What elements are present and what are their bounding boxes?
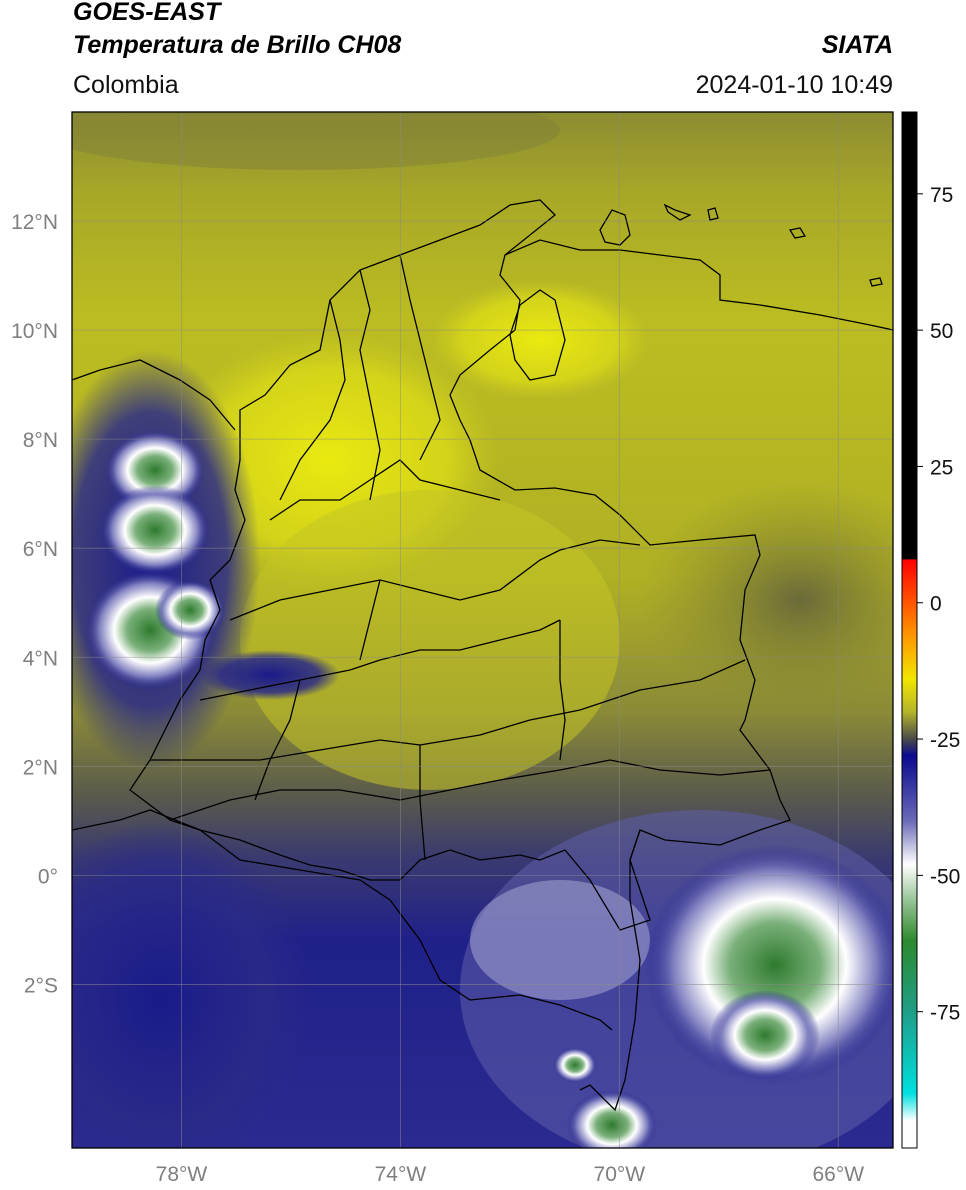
latitude-labels: 12°N 10°N 8°N 6°N 4°N 2°N 0° 2°S bbox=[11, 211, 58, 997]
colorbar-tick-label: 0 bbox=[930, 593, 942, 616]
dept-border-4 bbox=[150, 659, 746, 761]
ecuador-peru-border bbox=[72, 809, 613, 1031]
guajira-peninsula bbox=[599, 209, 631, 246]
island-4 bbox=[869, 277, 883, 287]
lon-tick-label: 70°W bbox=[594, 1163, 646, 1186]
lon-tick-label: 78°W bbox=[156, 1163, 208, 1186]
island-2 bbox=[707, 207, 719, 221]
colorbar-frame bbox=[901, 111, 918, 1149]
venezuela-coast bbox=[504, 239, 893, 331]
colorbar-tick-label: -25 bbox=[930, 729, 960, 752]
dept-border-10 bbox=[419, 745, 426, 861]
lon-tick-label: 66°W bbox=[812, 1163, 864, 1186]
border-lines bbox=[72, 199, 893, 1112]
dept-border-1 bbox=[269, 459, 501, 521]
brazil-border bbox=[579, 829, 641, 1112]
brightness-temperature-field bbox=[72, 112, 893, 1148]
colorbar-ticks: 75 50 25 0 -25 -50 -75 bbox=[917, 184, 960, 1025]
lat-tick-label: 12°N bbox=[11, 211, 58, 234]
lon-tick-label: 74°W bbox=[375, 1163, 427, 1186]
dept-border-9 bbox=[559, 620, 566, 761]
lat-tick-label: 10°N bbox=[11, 320, 58, 343]
lake-maracaibo bbox=[509, 289, 566, 381]
satellite-title: GOES-EAST bbox=[73, 0, 221, 26]
island-1 bbox=[663, 203, 692, 221]
lat-tick-label: 8°N bbox=[23, 429, 58, 452]
longitude-labels: 78°W 74°W 70°W 66°W bbox=[156, 1163, 865, 1186]
lat-tick-label: 4°N bbox=[23, 647, 58, 670]
dept-border-11 bbox=[254, 679, 301, 801]
datetime-label: 2024-01-10 10:49 bbox=[695, 71, 893, 99]
colorbar-tick-label: -50 bbox=[930, 865, 960, 888]
region-label: Colombia bbox=[73, 71, 179, 99]
organization-label: SIATA bbox=[821, 31, 893, 59]
colorbar-tick-label: 25 bbox=[930, 456, 953, 479]
dept-border-8 bbox=[359, 269, 381, 501]
colorbar-tick-label: -75 bbox=[930, 1002, 960, 1025]
product-title: Temperatura de Brillo CH08 bbox=[73, 31, 402, 59]
dept-border-5 bbox=[169, 759, 771, 821]
panama-border bbox=[72, 359, 236, 431]
lat-tick-label: 2°S bbox=[24, 974, 58, 997]
dept-border-12 bbox=[359, 579, 381, 661]
lat-tick-label: 0° bbox=[38, 865, 58, 888]
dept-border-7 bbox=[399, 254, 441, 461]
map-frame bbox=[71, 111, 894, 1149]
dept-border-6 bbox=[279, 299, 346, 501]
colorbar-tick-label: 50 bbox=[930, 320, 953, 343]
lat-tick-label: 6°N bbox=[23, 538, 58, 561]
gridlines bbox=[72, 112, 893, 1148]
colorbar-tick-label: 75 bbox=[930, 184, 953, 207]
colorbar bbox=[902, 112, 917, 1148]
lat-tick-label: 2°N bbox=[23, 756, 58, 779]
dept-border-2 bbox=[229, 539, 641, 621]
island-3 bbox=[788, 227, 807, 239]
